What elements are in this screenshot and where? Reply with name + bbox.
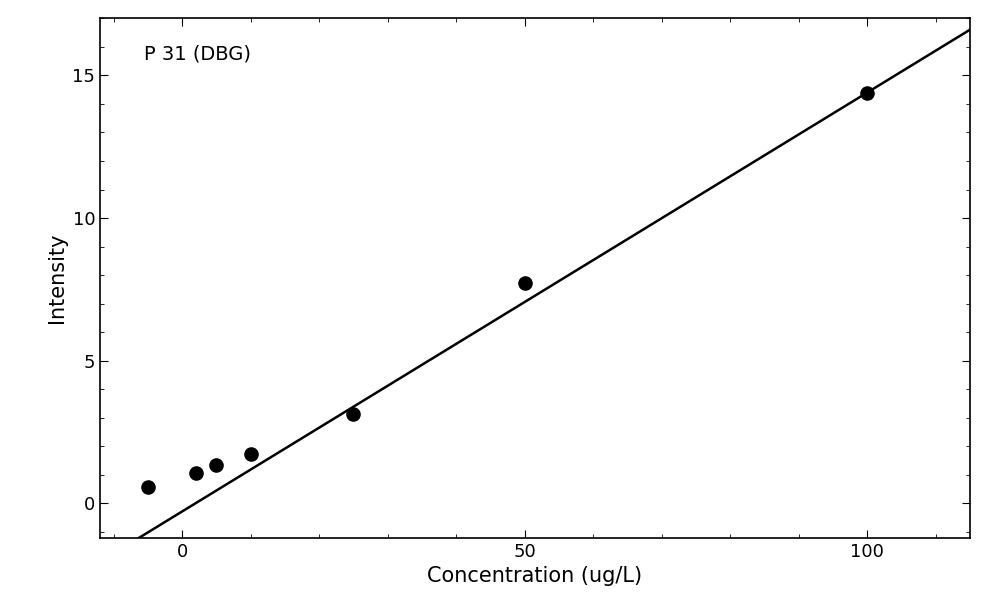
Point: [243, 450, 259, 459]
X-axis label: Concentration (ug/L): Concentration (ug/L): [427, 566, 643, 586]
Point: [345, 409, 361, 419]
Point: [140, 482, 156, 492]
Point: [859, 87, 875, 97]
Point: [208, 460, 224, 470]
Point: [517, 278, 533, 288]
Text: P 31 (DBG): P 31 (DBG): [144, 45, 250, 64]
Point: [188, 469, 204, 478]
Y-axis label: Intensity: Intensity: [47, 233, 67, 323]
